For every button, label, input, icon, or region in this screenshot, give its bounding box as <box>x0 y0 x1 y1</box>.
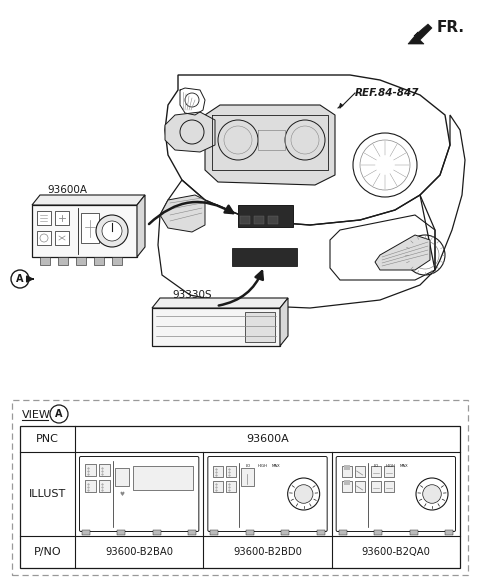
Polygon shape <box>408 24 432 44</box>
Text: HIGH: HIGH <box>257 464 267 468</box>
Circle shape <box>416 478 448 510</box>
Text: A: A <box>16 274 24 284</box>
Polygon shape <box>37 211 51 225</box>
Bar <box>85 464 96 476</box>
Bar <box>254 216 264 224</box>
Polygon shape <box>58 257 68 265</box>
Text: 93600-B2QA0: 93600-B2QA0 <box>361 547 430 557</box>
Bar <box>133 466 193 490</box>
Text: MAX: MAX <box>400 464 408 468</box>
Bar <box>85 480 96 492</box>
Polygon shape <box>81 213 99 243</box>
Polygon shape <box>165 112 215 152</box>
Text: 93600A: 93600A <box>246 434 289 444</box>
Bar <box>342 466 352 477</box>
Polygon shape <box>137 195 145 257</box>
Bar <box>241 468 254 486</box>
Bar <box>213 481 223 492</box>
Bar <box>232 248 297 266</box>
Polygon shape <box>160 195 205 232</box>
FancyBboxPatch shape <box>80 456 199 532</box>
Text: 93600-B2BD0: 93600-B2BD0 <box>233 547 302 557</box>
FancyBboxPatch shape <box>208 456 327 532</box>
Bar <box>355 466 365 477</box>
Polygon shape <box>37 231 51 245</box>
Bar <box>409 530 418 535</box>
Polygon shape <box>32 195 145 205</box>
Text: PNC: PNC <box>36 434 59 444</box>
Bar <box>115 468 129 486</box>
Bar <box>246 530 254 535</box>
Bar <box>384 466 394 477</box>
Polygon shape <box>112 257 122 265</box>
Bar <box>268 216 278 224</box>
Bar <box>371 481 381 492</box>
Text: 93600-B2BA0: 93600-B2BA0 <box>105 547 173 557</box>
Bar <box>344 480 349 485</box>
Bar <box>99 480 110 492</box>
Text: P/NO: P/NO <box>34 547 61 557</box>
Text: LO: LO <box>373 464 379 468</box>
Text: LO: LO <box>245 464 251 468</box>
Text: ILLUST: ILLUST <box>29 489 66 499</box>
Bar <box>344 465 349 470</box>
Bar <box>342 481 352 492</box>
Bar <box>227 481 236 492</box>
Bar <box>384 481 394 492</box>
Text: 93600A: 93600A <box>47 185 87 195</box>
Polygon shape <box>32 205 137 257</box>
Text: MAX: MAX <box>271 464 280 468</box>
Circle shape <box>288 478 320 510</box>
Bar <box>339 530 347 535</box>
Text: HIGH: HIGH <box>385 464 396 468</box>
Polygon shape <box>245 312 275 342</box>
Polygon shape <box>76 257 86 265</box>
Circle shape <box>423 484 441 503</box>
Polygon shape <box>94 257 104 265</box>
Polygon shape <box>152 308 280 346</box>
Text: 93330S: 93330S <box>172 290 212 300</box>
Bar <box>82 530 90 535</box>
Text: FR.: FR. <box>437 20 465 35</box>
Polygon shape <box>280 298 288 346</box>
Bar <box>374 530 382 535</box>
Bar <box>12 400 468 575</box>
Circle shape <box>96 215 128 247</box>
Text: REF.84-847: REF.84-847 <box>355 88 420 98</box>
Bar <box>210 530 218 535</box>
Text: A: A <box>55 409 63 419</box>
FancyBboxPatch shape <box>336 456 456 532</box>
Polygon shape <box>375 235 430 270</box>
Bar <box>118 530 125 535</box>
Polygon shape <box>40 257 50 265</box>
Bar <box>445 530 453 535</box>
Bar <box>213 466 223 477</box>
Bar <box>355 481 365 492</box>
Bar <box>188 530 196 535</box>
Bar <box>371 466 381 477</box>
Polygon shape <box>55 231 69 245</box>
Bar <box>317 530 324 535</box>
Bar <box>20 426 460 568</box>
Bar <box>238 205 293 227</box>
Bar <box>153 530 161 535</box>
Bar <box>227 466 236 477</box>
Bar <box>281 530 289 535</box>
Polygon shape <box>205 105 335 185</box>
Bar <box>240 216 250 224</box>
Bar <box>99 464 110 476</box>
Text: VIEW: VIEW <box>22 410 51 420</box>
Circle shape <box>102 221 122 241</box>
Text: ♥: ♥ <box>120 491 124 497</box>
Polygon shape <box>152 298 288 308</box>
Circle shape <box>294 484 313 503</box>
Polygon shape <box>55 211 69 225</box>
